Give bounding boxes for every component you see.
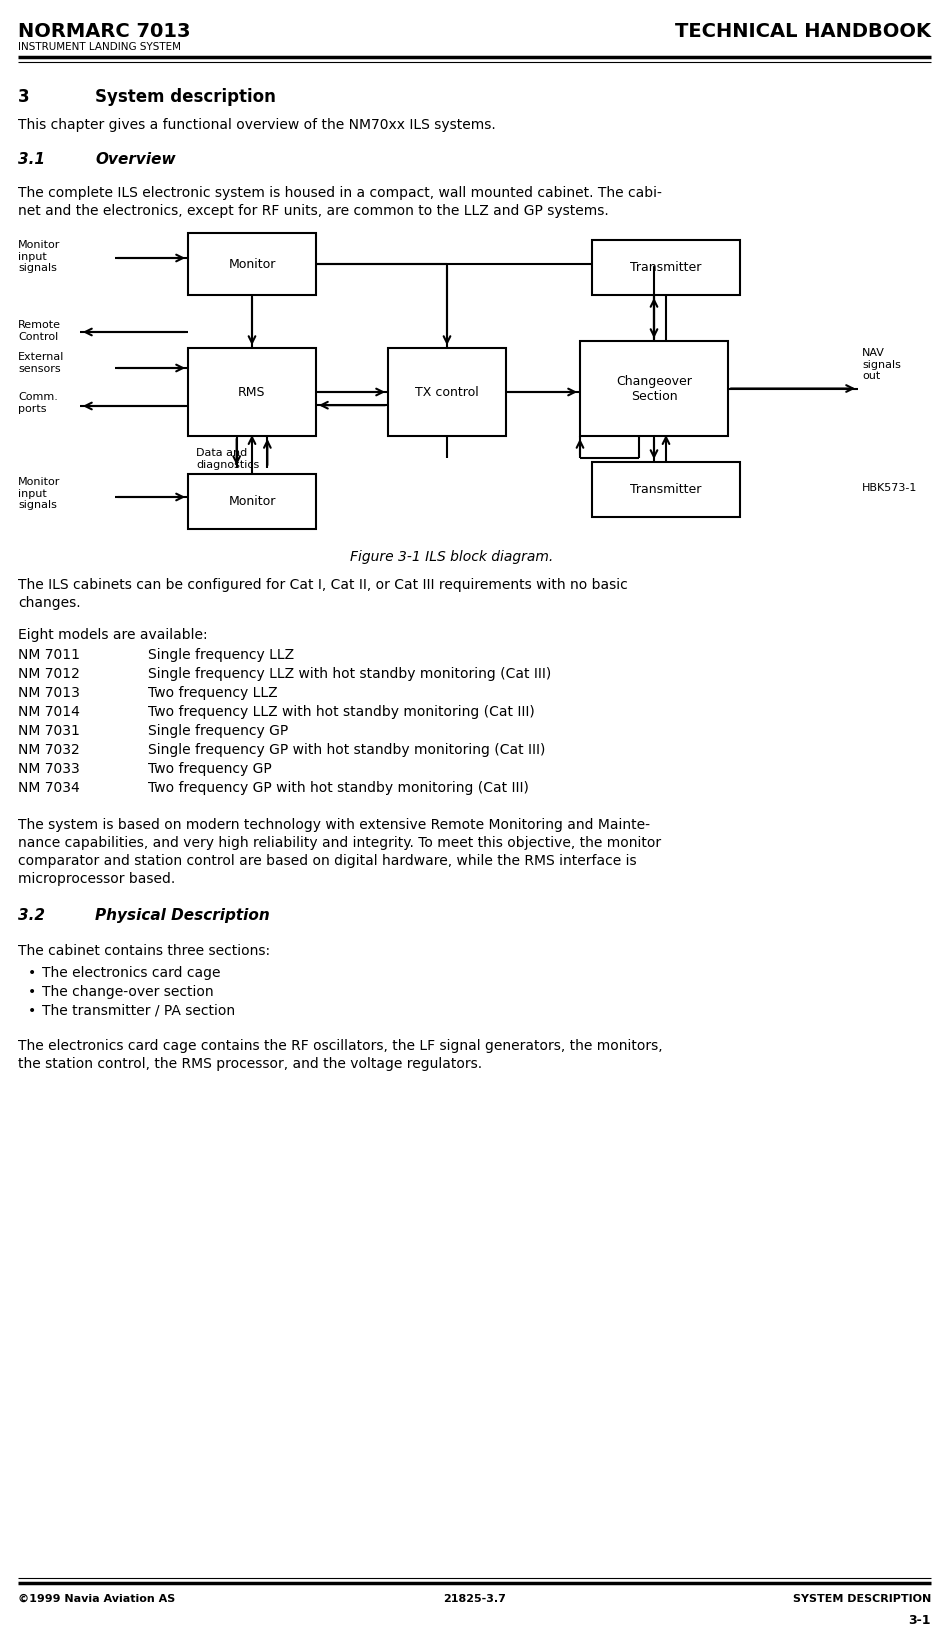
Text: Two frequency LLZ with hot standby monitoring (Cat III): Two frequency LLZ with hot standby monit… — [148, 705, 534, 720]
Text: Overview: Overview — [95, 152, 176, 166]
Text: 21825-3.7: 21825-3.7 — [443, 1594, 507, 1604]
Text: •: • — [28, 986, 36, 999]
Text: Monitor: Monitor — [229, 258, 276, 271]
Text: NM 7032: NM 7032 — [18, 743, 80, 757]
Text: NM 7033: NM 7033 — [18, 762, 80, 775]
Text: ©1999 Navia Aviation AS: ©1999 Navia Aviation AS — [18, 1594, 176, 1604]
Text: The electronics card cage: The electronics card cage — [42, 966, 220, 979]
Text: comparator and station control are based on digital hardware, while the RMS inte: comparator and station control are based… — [18, 854, 637, 868]
Text: Two frequency GP: Two frequency GP — [148, 762, 271, 775]
Text: Two frequency GP with hot standby monitoring (Cat III): Two frequency GP with hot standby monito… — [148, 782, 529, 795]
Text: microprocessor based.: microprocessor based. — [18, 871, 176, 886]
Text: Single frequency GP: Single frequency GP — [148, 725, 288, 738]
Text: NM 7014: NM 7014 — [18, 705, 80, 720]
Text: Comm.
ports: Comm. ports — [18, 392, 58, 413]
Text: SYSTEM DESCRIPTION: SYSTEM DESCRIPTION — [792, 1594, 931, 1604]
Text: net and the electronics, except for RF units, are common to the LLZ and GP syste: net and the electronics, except for RF u… — [18, 204, 608, 219]
Text: TX control: TX control — [415, 385, 479, 398]
Text: The cabinet contains three sections:: The cabinet contains three sections: — [18, 943, 270, 958]
Bar — [592, 462, 740, 517]
Text: changes.: changes. — [18, 596, 81, 610]
Text: Monitor
input
signals: Monitor input signals — [18, 477, 61, 511]
Text: HBK573-1: HBK573-1 — [862, 483, 918, 493]
Text: •: • — [28, 1004, 36, 1018]
Text: 3: 3 — [18, 88, 29, 106]
Text: Remote
Control: Remote Control — [18, 320, 61, 341]
Text: Eight models are available:: Eight models are available: — [18, 628, 208, 641]
Text: the station control, the RMS processor, and the voltage regulators.: the station control, the RMS processor, … — [18, 1058, 482, 1071]
Text: The ILS cabinets can be configured for Cat I, Cat II, or Cat III requirements wi: The ILS cabinets can be configured for C… — [18, 578, 627, 592]
Text: NM 7034: NM 7034 — [18, 782, 80, 795]
Text: System description: System description — [95, 88, 276, 106]
Text: NORMARC 7013: NORMARC 7013 — [18, 21, 191, 41]
Bar — [188, 473, 316, 529]
Text: Transmitter: Transmitter — [630, 261, 701, 274]
Text: NM 7013: NM 7013 — [18, 685, 80, 700]
Text: •: • — [28, 966, 36, 979]
Text: 3-1: 3-1 — [908, 1614, 931, 1627]
Text: The complete ILS electronic system is housed in a compact, wall mounted cabinet.: The complete ILS electronic system is ho… — [18, 186, 661, 201]
Text: NM 7011: NM 7011 — [18, 648, 80, 663]
Text: The change-over section: The change-over section — [42, 986, 214, 999]
Bar — [592, 240, 740, 295]
Text: 3.2: 3.2 — [18, 907, 45, 924]
Bar — [188, 233, 316, 295]
Text: Monitor: Monitor — [229, 494, 276, 508]
Text: Transmitter: Transmitter — [630, 483, 701, 496]
Text: INSTRUMENT LANDING SYSTEM: INSTRUMENT LANDING SYSTEM — [18, 42, 181, 52]
Text: NM 7012: NM 7012 — [18, 667, 80, 681]
Text: This chapter gives a functional overview of the NM70xx ILS systems.: This chapter gives a functional overview… — [18, 118, 495, 132]
Text: Figure 3-1 ILS block diagram.: Figure 3-1 ILS block diagram. — [350, 550, 553, 565]
Text: Single frequency LLZ with hot standby monitoring (Cat III): Single frequency LLZ with hot standby mo… — [148, 667, 551, 681]
Text: NM 7031: NM 7031 — [18, 725, 80, 738]
Bar — [188, 348, 316, 436]
Text: Monitor
input
signals: Monitor input signals — [18, 240, 61, 273]
Text: The system is based on modern technology with extensive Remote Monitoring and Ma: The system is based on modern technology… — [18, 818, 650, 832]
Text: nance capabilities, and very high reliability and integrity. To meet this object: nance capabilities, and very high reliab… — [18, 836, 661, 850]
Bar — [580, 341, 728, 436]
Text: The transmitter / PA section: The transmitter / PA section — [42, 1004, 235, 1018]
Text: The electronics card cage contains the RF oscillators, the LF signal generators,: The electronics card cage contains the R… — [18, 1040, 662, 1053]
Text: External
sensors: External sensors — [18, 353, 65, 374]
Text: TECHNICAL HANDBOOK: TECHNICAL HANDBOOK — [675, 21, 931, 41]
Text: Single frequency GP with hot standby monitoring (Cat III): Single frequency GP with hot standby mon… — [148, 743, 546, 757]
Text: Changeover
Section: Changeover Section — [616, 374, 692, 403]
Text: 3.1: 3.1 — [18, 152, 45, 166]
Text: RMS: RMS — [238, 385, 266, 398]
Text: Physical Description: Physical Description — [95, 907, 270, 924]
Text: Data and
diagnostics: Data and diagnostics — [196, 449, 259, 470]
Bar — [388, 348, 506, 436]
Text: Single frequency LLZ: Single frequency LLZ — [148, 648, 294, 663]
Text: NAV
signals
out: NAV signals out — [862, 348, 901, 382]
Text: Two frequency LLZ: Two frequency LLZ — [148, 685, 278, 700]
